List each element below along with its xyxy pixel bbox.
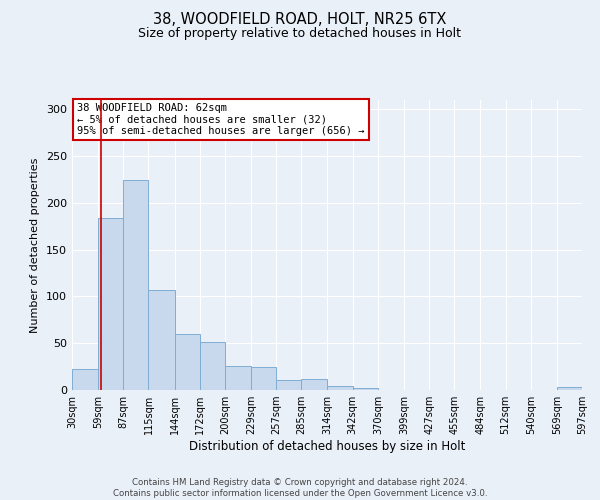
Text: Contains HM Land Registry data © Crown copyright and database right 2024.
Contai: Contains HM Land Registry data © Crown c…	[113, 478, 487, 498]
Bar	[225, 366, 251, 390]
Bar	[328, 386, 353, 390]
Bar	[123, 180, 148, 390]
X-axis label: Distribution of detached houses by size in Holt: Distribution of detached houses by size …	[189, 440, 465, 453]
Bar	[175, 334, 200, 390]
Bar	[276, 380, 301, 390]
Bar	[251, 366, 276, 390]
Bar	[98, 218, 123, 390]
Bar	[72, 370, 98, 390]
Text: 38, WOODFIELD ROAD, HOLT, NR25 6TX: 38, WOODFIELD ROAD, HOLT, NR25 6TX	[154, 12, 446, 28]
Y-axis label: Number of detached properties: Number of detached properties	[31, 158, 40, 332]
Text: Size of property relative to detached houses in Holt: Size of property relative to detached ho…	[139, 28, 461, 40]
Bar	[200, 342, 225, 390]
Bar	[301, 379, 328, 390]
Bar	[557, 387, 582, 390]
Text: 38 WOODFIELD ROAD: 62sqm
← 5% of detached houses are smaller (32)
95% of semi-de: 38 WOODFIELD ROAD: 62sqm ← 5% of detache…	[77, 103, 365, 136]
Bar	[353, 388, 378, 390]
Bar	[148, 290, 175, 390]
